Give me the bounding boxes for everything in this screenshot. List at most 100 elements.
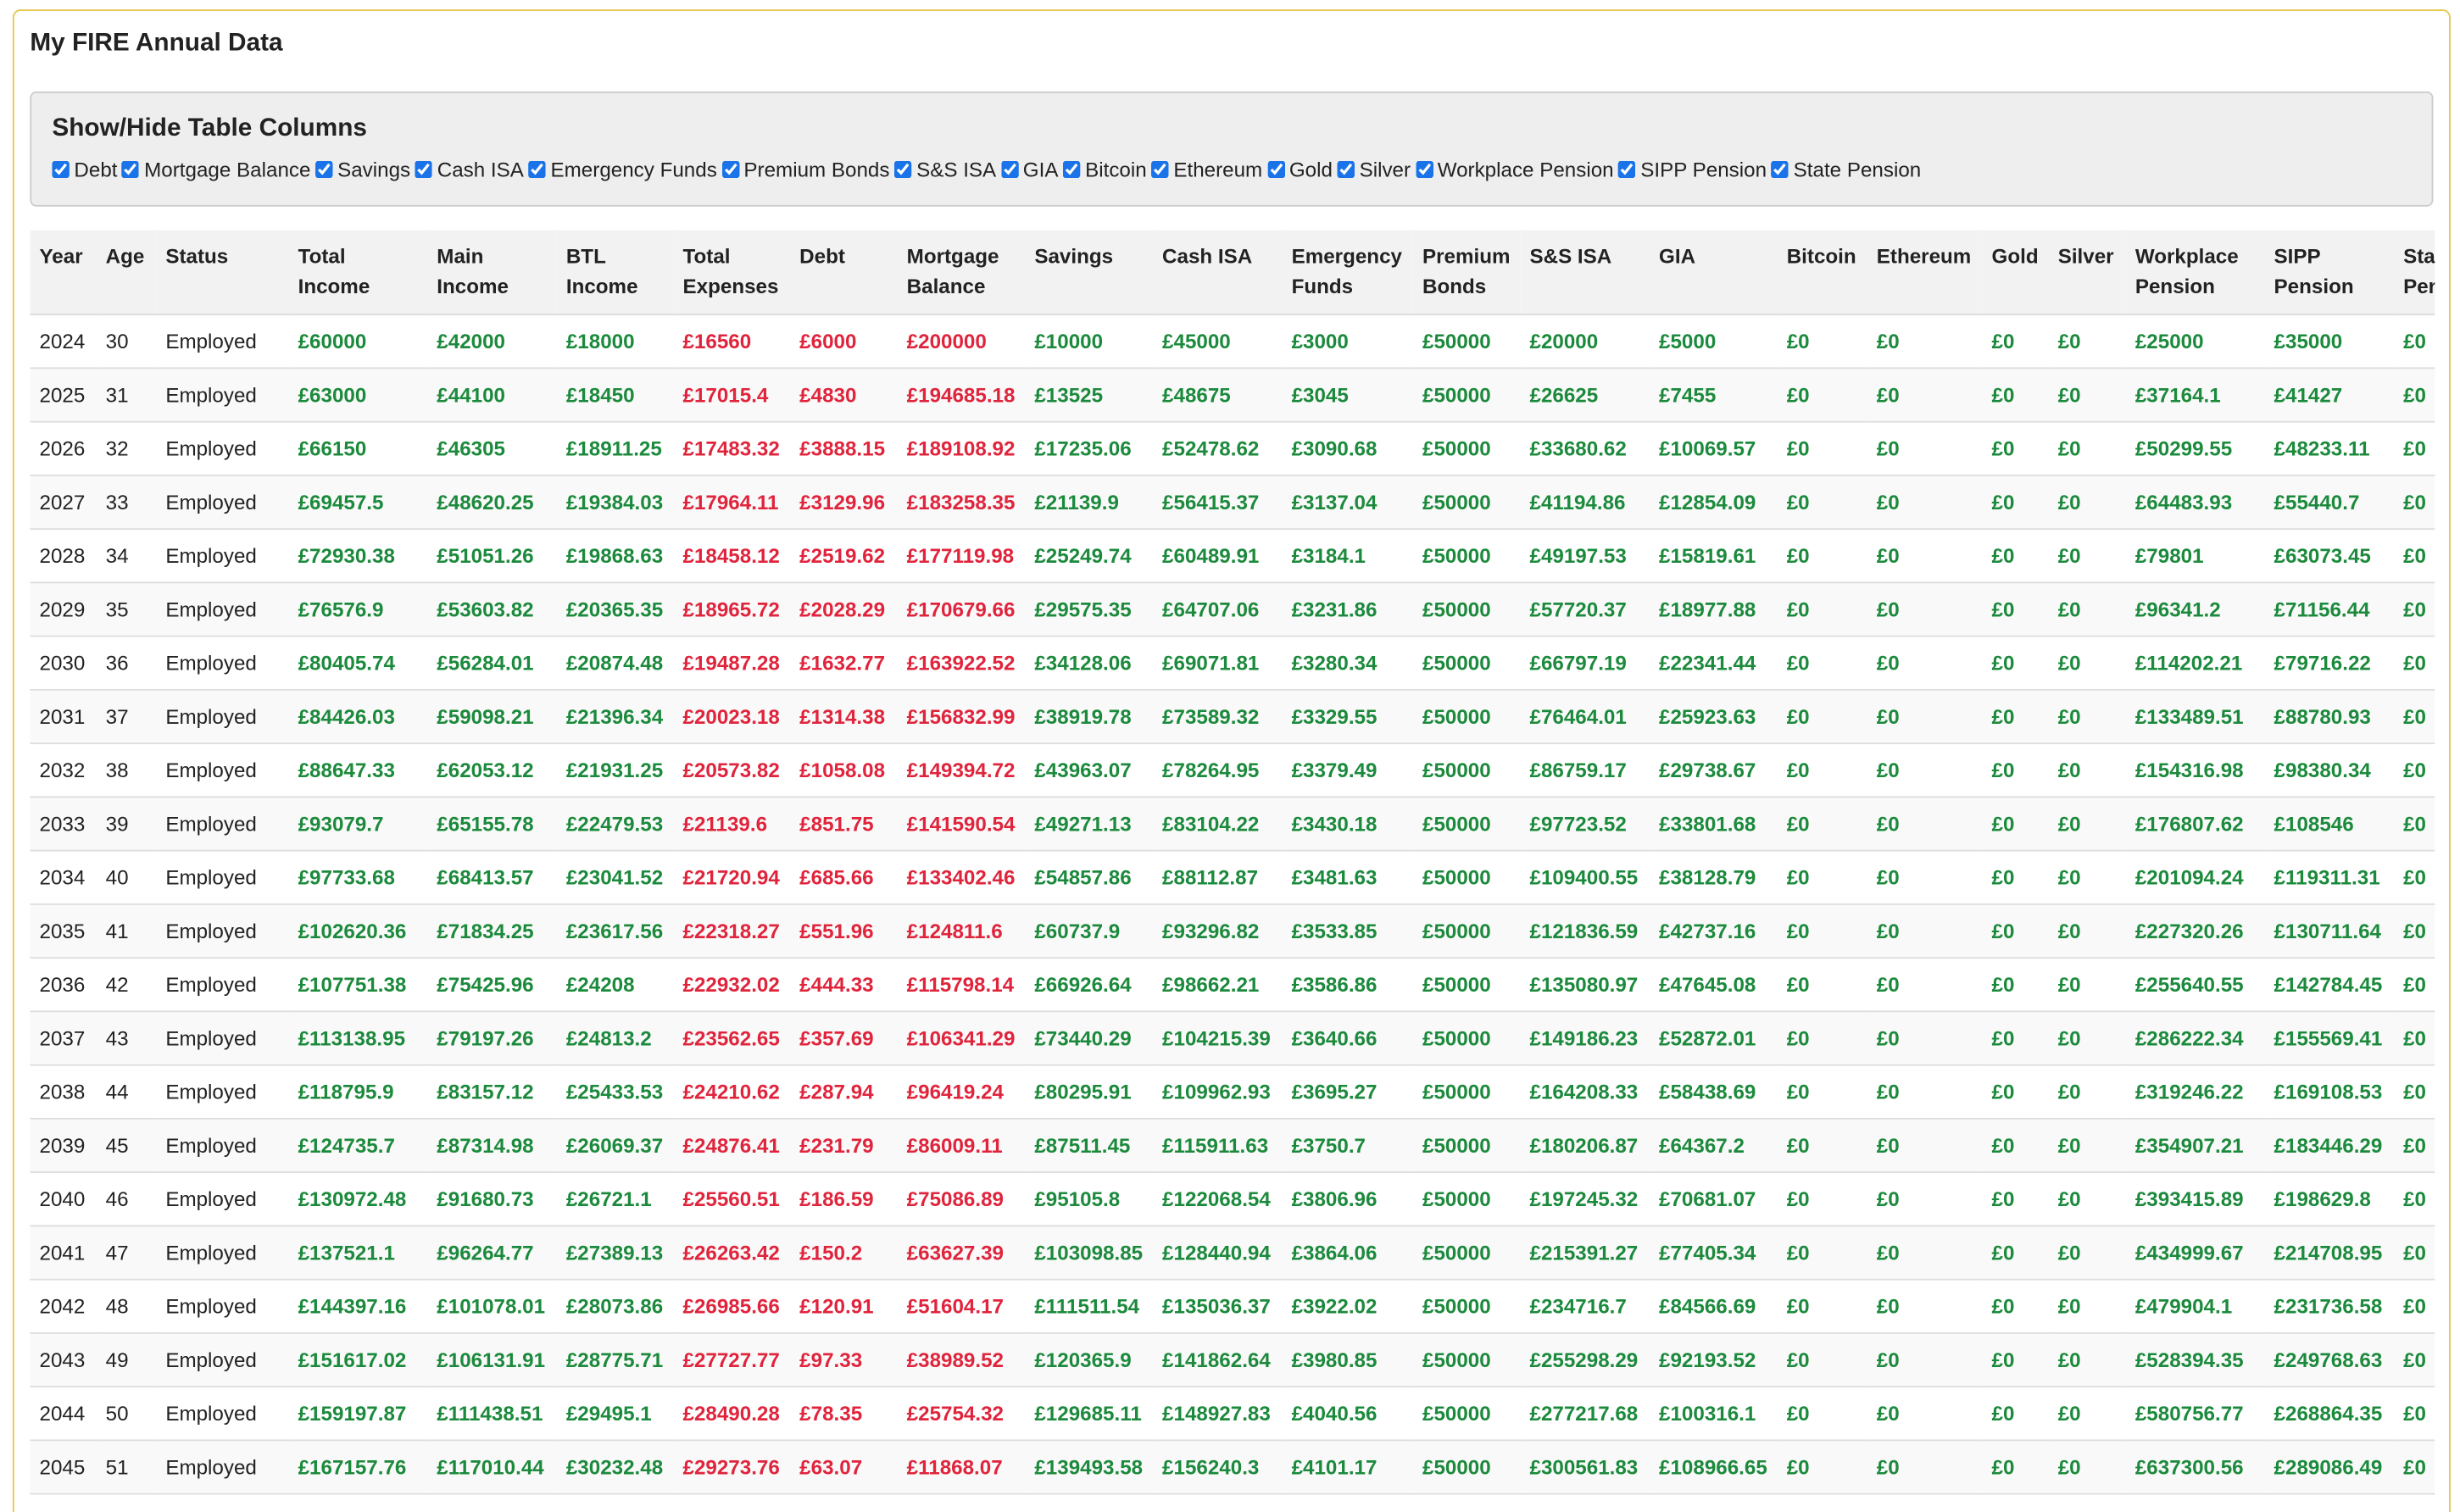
column-toggle-label: Mortgage Balance xyxy=(144,158,311,181)
table-cell: £249768.63 xyxy=(2264,1332,2394,1388)
table-cell: Employed xyxy=(156,1279,289,1334)
column-toggle[interactable]: Savings xyxy=(315,158,410,181)
column-toggle[interactable]: Premium Bonds xyxy=(721,158,889,181)
column-header: Total Income xyxy=(288,230,428,316)
table-cell: £0 xyxy=(1777,1440,1867,1495)
table-cell: £114202.21 xyxy=(2125,636,2265,691)
column-toggle[interactable]: Debt xyxy=(52,158,118,181)
table-cell: £42737.16 xyxy=(1649,903,1778,959)
table-cell: £18450 xyxy=(556,368,674,423)
column-toggle[interactable]: Workplace Pension xyxy=(1415,158,1614,181)
table-cell: £50000 xyxy=(1412,1065,1521,1120)
table-cell: £38128.79 xyxy=(1649,850,1778,905)
table-cell: 39 xyxy=(96,797,157,852)
column-checkbox[interactable] xyxy=(528,160,546,179)
table-cell: £0 xyxy=(1867,582,1983,637)
table-cell: £88780.93 xyxy=(2264,689,2394,745)
table-cell: £21931.25 xyxy=(556,743,674,798)
table-cell: £50000 xyxy=(1412,529,1521,584)
column-toggle[interactable]: Gold xyxy=(1266,158,1333,181)
table-cell: £64707.06 xyxy=(1152,582,1283,637)
table-cell: 2027 xyxy=(30,475,97,531)
column-checkbox[interactable] xyxy=(52,160,70,179)
table-row: 2024 30 Employed £60000 £42000 £18000 £16560 £6… xyxy=(30,314,2435,370)
column-toggle-label: S&S ISA xyxy=(916,158,997,181)
table-cell: £0 xyxy=(1777,529,1867,584)
table-cell: £50000 xyxy=(1412,1493,1521,1512)
column-checkbox[interactable] xyxy=(1151,160,1169,179)
column-checkbox[interactable] xyxy=(1415,160,1433,179)
table-cell: £43963.07 xyxy=(1025,743,1153,798)
table-cell: £0 xyxy=(1777,797,1867,852)
table-cell: Employed xyxy=(156,1332,289,1388)
table-cell: £0 xyxy=(1867,636,1983,691)
table-cell: £4101.17 xyxy=(1282,1440,1413,1495)
table-cell: £93079.7 xyxy=(288,797,428,852)
column-checkbox[interactable] xyxy=(1771,160,1789,179)
column-checkbox[interactable] xyxy=(415,160,433,179)
table-row: 2038 44 Employed £118795.9 £83157.12 £25433.5… xyxy=(30,1065,2435,1120)
column-checkbox[interactable] xyxy=(1000,160,1019,179)
column-toggle[interactable]: Mortgage Balance xyxy=(122,158,310,181)
table-cell: £50299.55 xyxy=(2125,421,2265,476)
column-toggle[interactable]: Silver xyxy=(1337,158,1411,181)
table-cell: £0 xyxy=(2393,314,2435,370)
table-cell: £0 xyxy=(2393,1011,2435,1066)
table-cell: £144397.16 xyxy=(288,1279,428,1334)
column-toggle[interactable]: Ethereum xyxy=(1151,158,1262,181)
table-cell: £30988.29 xyxy=(556,1493,674,1512)
column-checkbox[interactable] xyxy=(894,160,912,179)
table-cell: £124811.6 xyxy=(897,903,1026,959)
column-checkbox[interactable] xyxy=(1618,160,1636,179)
table-cell: £60489.91 xyxy=(1152,529,1283,584)
table-cell: £142784.45 xyxy=(2264,958,2394,1013)
table-cell: £50000 xyxy=(1412,1011,1521,1066)
column-toggle[interactable]: Emergency Funds xyxy=(528,158,717,181)
table-cell: 2038 xyxy=(30,1065,97,1120)
table-cell: £154316.98 xyxy=(2125,743,2265,798)
table-cell: £92193.52 xyxy=(1649,1332,1778,1388)
column-checkbox[interactable] xyxy=(721,160,739,179)
table-row: 2030 36 Employed £80405.74 £56284.01 £20874.4… xyxy=(30,636,2435,691)
column-toggle[interactable]: Cash ISA xyxy=(415,158,524,181)
table-cell: £26625 xyxy=(1520,368,1650,423)
table-cell: £0 xyxy=(2393,368,2435,423)
table-cell: Employed xyxy=(156,475,289,531)
column-checkbox[interactable] xyxy=(122,160,140,179)
table-cell: £50000 xyxy=(1412,797,1521,852)
table-cell: £59098.21 xyxy=(427,689,557,745)
column-checkbox[interactable] xyxy=(1266,160,1285,179)
table-cell: 49 xyxy=(96,1332,157,1388)
column-toggle-label: Savings xyxy=(337,158,411,181)
table-cell: 2034 xyxy=(30,850,97,905)
column-checkbox[interactable] xyxy=(1337,160,1355,179)
table-cell: £3980.85 xyxy=(1282,1332,1413,1388)
panel-title: Show/Hide Table Columns xyxy=(52,114,367,142)
table-cell: £277217.68 xyxy=(1520,1387,1650,1442)
table-cell: £52478.62 xyxy=(1152,421,1283,476)
table-cell: £169108.53 xyxy=(2264,1065,2394,1120)
column-toggle[interactable]: S&S ISA xyxy=(894,158,996,181)
table-cell: £255298.29 xyxy=(1520,1332,1650,1388)
table-cell: Employed xyxy=(156,529,289,584)
table-cell: £21396.34 xyxy=(556,689,674,745)
table-cell: £27727.77 xyxy=(673,1332,791,1388)
table-cell: £0 xyxy=(1982,314,2049,370)
column-toggle[interactable]: Bitcoin xyxy=(1063,158,1147,181)
column-toggle[interactable]: GIA xyxy=(1000,158,1058,181)
column-toggle[interactable]: SIPP Pension xyxy=(1618,158,1767,181)
column-toggle[interactable]: State Pension xyxy=(1771,158,1921,181)
column-checkbox[interactable] xyxy=(1063,160,1081,179)
table-cell: Employed xyxy=(156,421,289,476)
table-cell: £50000 xyxy=(1412,1279,1521,1334)
table-cell: £0 xyxy=(1867,1065,1983,1120)
table-cell: £50000 xyxy=(1412,958,1521,1013)
table-cell: £0 xyxy=(1777,582,1867,637)
table-cell: £0 xyxy=(1777,689,1867,745)
table-cell: Employed xyxy=(156,903,289,959)
column-checkbox[interactable] xyxy=(315,160,333,179)
table-cell: £149186.23 xyxy=(1520,1011,1650,1066)
table-cell: £0 xyxy=(1867,1011,1983,1066)
table-cell: £393415.89 xyxy=(2125,1172,2265,1227)
